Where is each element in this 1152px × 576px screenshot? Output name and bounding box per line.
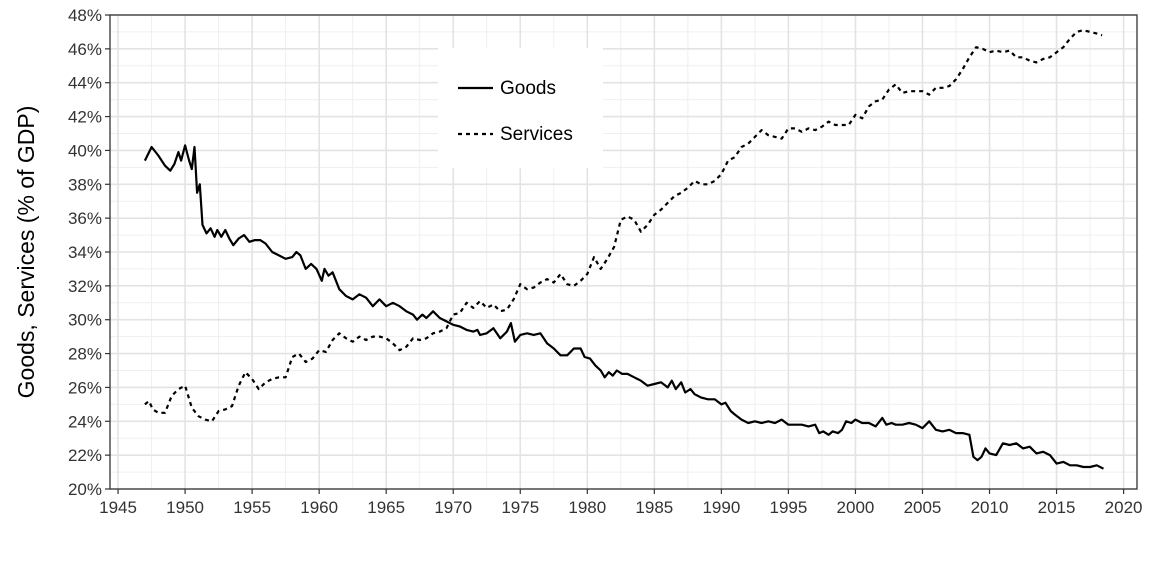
x-tick-label: 2010: [971, 498, 1009, 517]
axis-ticks: [105, 14, 1125, 494]
major-gridlines: [110, 14, 1137, 490]
x-tick-label: 1955: [233, 498, 271, 517]
series-layer: [143, 29, 1104, 470]
y-tick-label: 32%: [68, 277, 102, 296]
x-tick-label: 1965: [367, 498, 405, 517]
y-tick-label: 46%: [68, 40, 102, 59]
y-axis-title: Goods, Services (% of GDP): [13, 106, 39, 399]
y-tick-label: 34%: [68, 243, 102, 262]
x-tick-label: 1985: [635, 498, 673, 517]
x-tick-label: 1950: [166, 498, 204, 517]
y-tick-label: 22%: [68, 446, 102, 465]
y-tick-label: 26%: [68, 378, 102, 397]
y-tick-label: 24%: [68, 412, 102, 431]
series-line-goods: [143, 144, 1104, 470]
y-tick-label: 36%: [68, 209, 102, 228]
x-tick-label: 1980: [568, 498, 606, 517]
y-tick-label: 28%: [68, 345, 102, 364]
x-tick-label: 2005: [904, 498, 942, 517]
x-tick-label: 1945: [99, 498, 137, 517]
y-tick-label: 44%: [68, 74, 102, 93]
x-tick-label: 2020: [1105, 498, 1143, 517]
x-axis-tick-labels: 1945 1950 1955 1960 1965 1970 1975 1980 1985 1990…: [99, 498, 1142, 517]
legend: Goods Services: [438, 48, 603, 168]
x-tick-label: 1990: [702, 498, 740, 517]
series-line-services: [144, 29, 1103, 423]
legend-label-services: Services: [500, 124, 573, 145]
y-tick-label: 30%: [68, 311, 102, 330]
legend-label-goods: Goods: [500, 78, 556, 99]
x-tick-label: 1975: [501, 498, 539, 517]
y-tick-label: 38%: [68, 175, 102, 194]
x-tick-label: 2000: [837, 498, 875, 517]
y-tick-label: 48%: [68, 6, 102, 25]
x-tick-label: 1995: [769, 498, 807, 517]
x-tick-label: 2015: [1038, 498, 1076, 517]
x-tick-label: 1970: [434, 498, 472, 517]
y-tick-label: 40%: [68, 141, 102, 160]
y-tick-label: 42%: [68, 108, 102, 127]
legend-background: [438, 48, 603, 168]
y-tick-label: 20%: [68, 480, 102, 499]
x-tick-label: 1960: [300, 498, 338, 517]
y-axis-tick-labels: 20% 22% 24% 26% 28% 30% 32% 34% 36% 38% 40% 42% 44% 4…: [68, 6, 102, 499]
